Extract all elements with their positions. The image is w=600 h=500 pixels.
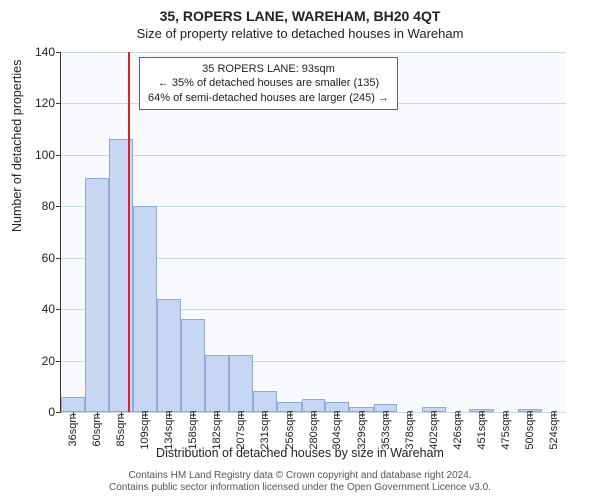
x-tick-label: 256sqm xyxy=(284,410,296,449)
x-tick-label: 207sqm xyxy=(235,410,247,449)
histogram-bar xyxy=(181,319,205,412)
callout-box: 35 ROPERS LANE: 93sqm ← 35% of detached … xyxy=(139,57,398,110)
x-tick-label: 109sqm xyxy=(139,410,151,449)
x-tick-label: 378sqm xyxy=(404,410,416,449)
x-tick-label: 451sqm xyxy=(476,410,488,449)
callout-line-smaller: ← 35% of detached houses are smaller (13… xyxy=(148,76,389,90)
histogram-bar xyxy=(157,299,182,412)
x-tick-label: 182sqm xyxy=(211,410,223,449)
gridline xyxy=(61,155,566,156)
x-tick-label: 158sqm xyxy=(187,410,199,449)
x-tick-label: 36sqm xyxy=(67,413,79,446)
y-tick-label: 80 xyxy=(42,199,61,213)
y-tick-label: 140 xyxy=(35,45,61,59)
chart-title: 35, ROPERS LANE, WAREHAM, BH20 4QT xyxy=(0,0,600,24)
x-tick-label: 426sqm xyxy=(452,410,464,449)
x-tick-label: 134sqm xyxy=(163,410,175,449)
x-tick-label: 280sqm xyxy=(308,410,320,449)
y-tick-label: 60 xyxy=(42,251,61,265)
callout-title: 35 ROPERS LANE: 93sqm xyxy=(148,62,389,76)
callout-line-larger: 64% of semi-detached houses are larger (… xyxy=(148,91,389,105)
chart-subtitle: Size of property relative to detached ho… xyxy=(0,24,600,41)
y-tick-label: 40 xyxy=(42,302,61,316)
histogram-bar xyxy=(133,206,157,412)
histogram-bar xyxy=(61,397,85,412)
x-tick-label: 304sqm xyxy=(331,410,343,449)
y-tick-label: 0 xyxy=(48,405,61,419)
x-tick-label: 500sqm xyxy=(524,410,536,449)
x-tick-label: 231sqm xyxy=(259,410,271,449)
gridline xyxy=(61,52,566,53)
plot-area: 02040608010012014036sqm60sqm85sqm109sqm1… xyxy=(60,52,566,413)
x-axis-label: Distribution of detached houses by size … xyxy=(0,446,600,460)
x-tick-label: 329sqm xyxy=(356,410,368,449)
histogram-bar xyxy=(253,391,277,412)
histogram-bar xyxy=(205,355,229,412)
y-axis-label: Number of detached properties xyxy=(10,60,24,232)
license-line-2: Contains public sector information licen… xyxy=(109,482,491,493)
y-tick-label: 20 xyxy=(42,354,61,368)
x-tick-label: 353sqm xyxy=(380,410,392,449)
y-tick-label: 100 xyxy=(35,148,61,162)
x-tick-label: 85sqm xyxy=(115,413,127,446)
histogram-bar xyxy=(85,178,110,412)
histogram-bar xyxy=(229,355,254,412)
y-tick-label: 120 xyxy=(35,96,61,110)
chart-container: 35, ROPERS LANE, WAREHAM, BH20 4QT Size … xyxy=(0,0,600,500)
x-tick-label: 524sqm xyxy=(548,410,560,449)
x-tick-label: 402sqm xyxy=(428,410,440,449)
x-tick-label: 475sqm xyxy=(500,410,512,449)
x-tick-label: 60sqm xyxy=(91,413,103,446)
marker-line xyxy=(128,52,130,412)
license-text: Contains HM Land Registry data © Crown c… xyxy=(0,470,600,494)
license-line-1: Contains HM Land Registry data © Crown c… xyxy=(128,470,471,481)
